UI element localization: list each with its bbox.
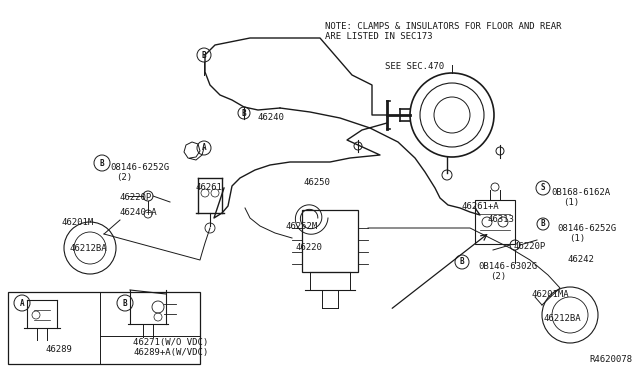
Text: 46212BA: 46212BA	[543, 314, 580, 323]
Text: B: B	[202, 51, 206, 60]
Text: 46252M: 46252M	[285, 222, 317, 231]
Text: 46313: 46313	[487, 215, 514, 224]
Circle shape	[537, 218, 549, 230]
Text: (1): (1)	[563, 198, 579, 207]
Text: 46289: 46289	[46, 345, 73, 354]
Text: 46220P: 46220P	[120, 193, 152, 202]
Circle shape	[197, 48, 211, 62]
Text: 46201MA: 46201MA	[532, 290, 570, 299]
Text: (2): (2)	[116, 173, 132, 182]
Text: 46220P: 46220P	[513, 242, 545, 251]
Text: B: B	[541, 219, 545, 228]
Text: R4620078: R4620078	[589, 355, 632, 364]
Text: SEE SEC.470: SEE SEC.470	[385, 62, 445, 71]
Circle shape	[496, 147, 504, 155]
Text: A: A	[20, 298, 24, 308]
Text: NOTE: CLAMPS & INSULATORS FOR FLOOR AND REAR
ARE LISTED IN SEC173: NOTE: CLAMPS & INSULATORS FOR FLOOR AND …	[325, 22, 561, 41]
Text: 46250: 46250	[303, 178, 330, 187]
Bar	[475, 200, 515, 244]
Bar	[302, 210, 358, 272]
Text: 0B168-6162A: 0B168-6162A	[551, 188, 610, 197]
Text: (2): (2)	[490, 272, 506, 281]
Circle shape	[197, 141, 211, 155]
Circle shape	[536, 181, 550, 195]
Text: 08146-6252G: 08146-6252G	[110, 163, 169, 172]
Text: B: B	[100, 158, 104, 167]
Text: 08146-6252G: 08146-6252G	[557, 224, 616, 233]
Circle shape	[240, 109, 248, 117]
Text: 46220: 46220	[295, 243, 322, 252]
Text: 46289+A(W/VDC): 46289+A(W/VDC)	[133, 348, 208, 357]
Text: 46261+A: 46261+A	[462, 202, 500, 211]
Text: B: B	[460, 257, 464, 266]
Text: 46212BA: 46212BA	[70, 244, 108, 253]
Text: 46201M: 46201M	[62, 218, 94, 227]
Text: (1): (1)	[569, 234, 585, 243]
Text: 46271(W/O VDC): 46271(W/O VDC)	[133, 338, 208, 347]
Text: B: B	[242, 109, 246, 118]
Text: 0B146-6302G: 0B146-6302G	[478, 262, 537, 271]
Text: A: A	[202, 144, 206, 153]
Text: 46240: 46240	[258, 113, 285, 122]
Text: 46242: 46242	[567, 255, 594, 264]
Text: 46240+A: 46240+A	[120, 208, 157, 217]
Circle shape	[117, 295, 133, 311]
Circle shape	[354, 142, 362, 150]
Circle shape	[455, 255, 469, 269]
Circle shape	[94, 155, 110, 171]
Circle shape	[14, 295, 30, 311]
Circle shape	[238, 107, 250, 119]
Text: S: S	[541, 183, 545, 192]
Text: B: B	[123, 298, 127, 308]
Text: 46261: 46261	[195, 183, 222, 192]
Bar	[8, 292, 200, 364]
